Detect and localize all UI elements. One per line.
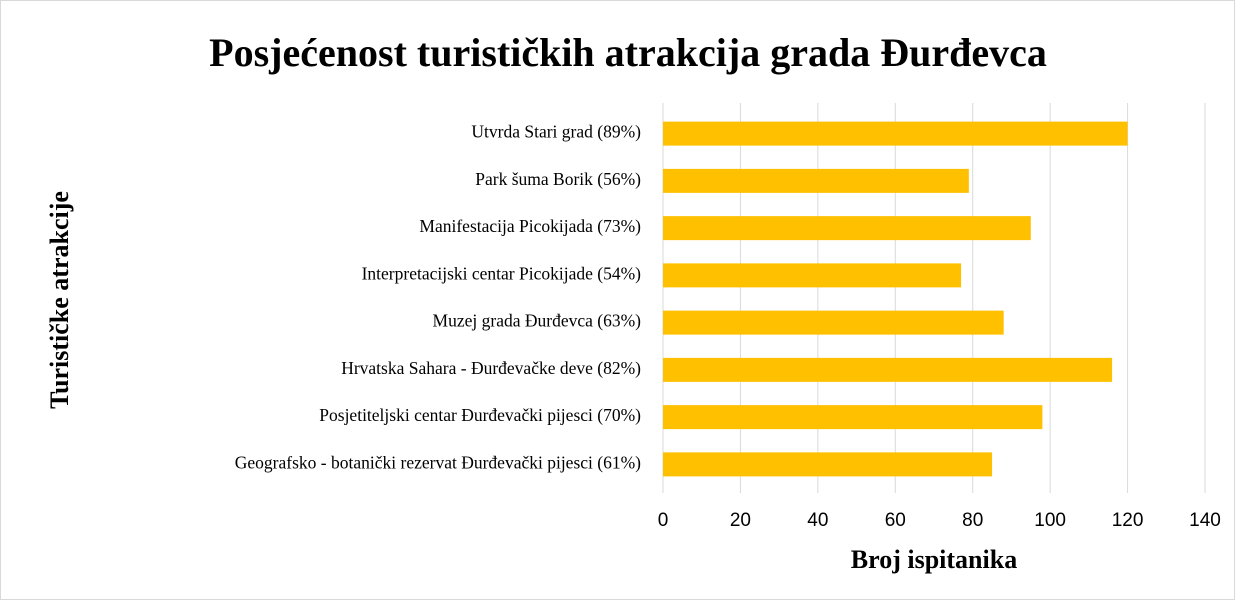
chart-title: Posjećenost turističkih atrakcija grada … bbox=[209, 30, 1047, 75]
bar bbox=[663, 452, 993, 477]
x-tick-label: 80 bbox=[962, 510, 983, 531]
bar bbox=[663, 405, 1043, 430]
x-tick-label: 60 bbox=[885, 510, 906, 531]
y-tick-label: Interpretacijski centar Picokijade (54%) bbox=[362, 263, 642, 283]
x-tick-label: 120 bbox=[1112, 510, 1144, 531]
bar bbox=[663, 121, 1128, 146]
y-tick-label: Utvrda Stari grad (89%) bbox=[471, 122, 641, 142]
y-tick-label: Geografsko - botanički rezervat Đurđevač… bbox=[235, 452, 641, 472]
bar bbox=[663, 263, 962, 288]
bar bbox=[663, 310, 1004, 335]
y-tick-label: Posjetiteljski centar Đurđevački pijesci… bbox=[319, 405, 641, 425]
bar bbox=[663, 168, 969, 193]
x-axis-label: Broj ispitanika bbox=[851, 545, 1017, 574]
x-tick-label: 100 bbox=[1034, 510, 1066, 531]
bar bbox=[663, 216, 1031, 241]
x-tick-label: 20 bbox=[730, 510, 751, 531]
x-tick-label: 40 bbox=[807, 510, 828, 531]
y-tick-label: Manifestacija Picokijada (73%) bbox=[419, 216, 641, 236]
y-axis-label: Turističke atrakcije bbox=[45, 191, 74, 409]
y-tick-label: Hrvatska Sahara - Đurđevačke deve (82%) bbox=[341, 358, 641, 378]
y-tick-label: Muzej grada Đurđevca (63%) bbox=[433, 311, 642, 331]
bar bbox=[663, 357, 1113, 382]
y-tick-label: Park šuma Borik (56%) bbox=[475, 169, 641, 189]
x-tick-label: 140 bbox=[1189, 510, 1221, 531]
x-tick-label: 0 bbox=[658, 510, 669, 531]
